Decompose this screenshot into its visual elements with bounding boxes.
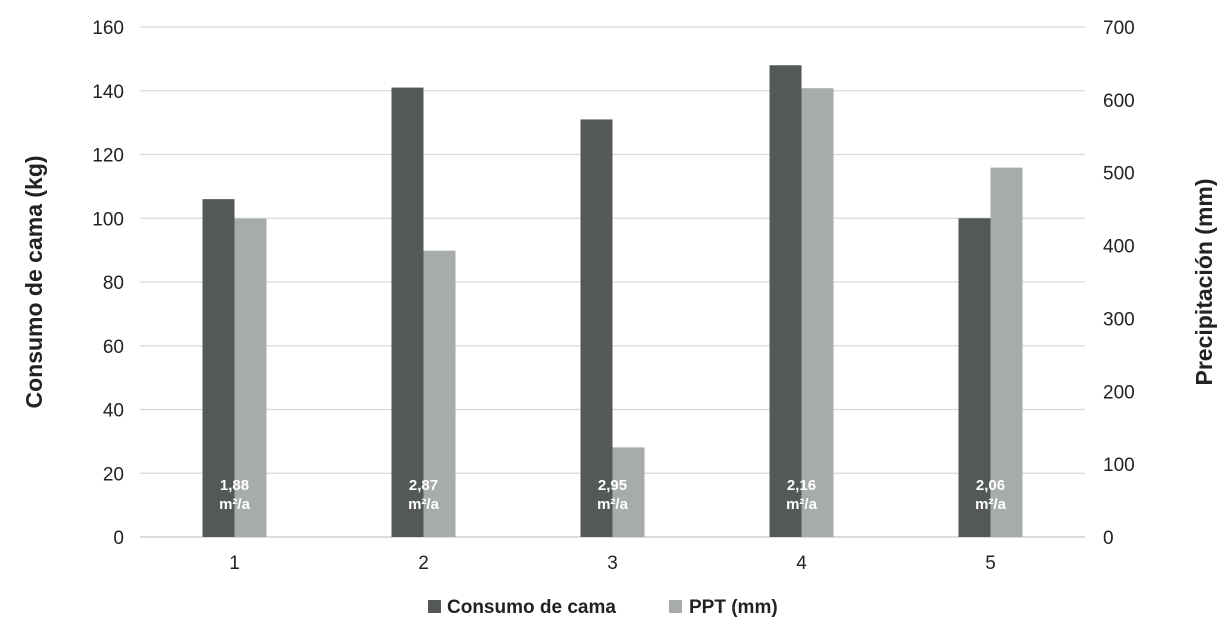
left-axis-ticks: 0 20 40 60 80 100 120 140 160 <box>92 18 124 549</box>
legend: Consumo de cama PPT (mm) <box>428 597 778 618</box>
bar-consumo-de-cama <box>769 65 802 537</box>
data-label-unit: m²/a <box>408 496 440 513</box>
legend-swatch-ppt <box>669 600 682 613</box>
right-tick-label: 0 <box>1103 528 1114 549</box>
left-tick-label: 160 <box>92 18 124 39</box>
left-tick-label: 100 <box>92 209 124 230</box>
left-tick-label: 120 <box>92 146 124 167</box>
right-tick-label: 400 <box>1103 237 1135 258</box>
left-tick-label: 0 <box>113 528 124 549</box>
data-label-unit: m²/a <box>975 496 1007 513</box>
legend-label-ppt: PPT (mm) <box>689 597 778 618</box>
data-labels: 1,88 m²/a 2,87 m²/a 2,95 m²/a 2,16 m²/a 2,06 m²/a <box>219 477 1007 513</box>
bar-ppt <box>612 447 645 537</box>
x-tick-label: 5 <box>985 553 996 574</box>
x-tick-label: 2 <box>418 553 429 574</box>
data-label-unit: m²/a <box>219 496 251 513</box>
left-tick-label: 40 <box>103 401 124 422</box>
data-label-value: 2,06 <box>976 477 1005 494</box>
bar-ppt <box>801 88 834 537</box>
right-tick-label: 700 <box>1103 18 1135 39</box>
left-tick-label: 60 <box>103 337 124 358</box>
bar-ppt <box>990 167 1023 537</box>
bar-consumo-de-cama <box>958 218 991 537</box>
right-axis-title: Precipitación (mm) <box>1191 178 1217 385</box>
left-tick-label: 80 <box>103 273 124 294</box>
right-tick-label: 200 <box>1103 382 1135 403</box>
left-tick-label: 140 <box>92 82 124 103</box>
bar-consumo-de-cama <box>202 199 235 537</box>
data-label-value: 2,95 <box>598 477 627 494</box>
data-label-value: 2,16 <box>787 477 816 494</box>
right-axis-ticks: 0 100 200 300 400 500 600 700 <box>1103 18 1135 549</box>
data-label-unit: m²/a <box>597 496 629 513</box>
bars <box>202 65 1023 537</box>
right-tick-label: 600 <box>1103 91 1135 112</box>
right-tick-label: 300 <box>1103 309 1135 330</box>
x-axis-ticks: 1 2 3 4 5 <box>229 553 996 574</box>
bar-consumo-de-cama <box>391 87 424 537</box>
right-tick-label: 100 <box>1103 455 1135 476</box>
x-tick-label: 3 <box>607 553 618 574</box>
left-tick-label: 20 <box>103 464 124 485</box>
legend-label-consumo-de-cama: Consumo de cama <box>447 597 616 618</box>
bar-consumo-de-cama <box>580 119 613 537</box>
right-tick-label: 500 <box>1103 164 1135 185</box>
bar-ppt <box>234 218 267 537</box>
bar-ppt <box>423 250 456 537</box>
data-label-value: 2,87 <box>409 477 438 494</box>
data-label-value: 1,88 <box>220 477 249 494</box>
left-axis-title: Consumo de cama (kg) <box>21 155 47 408</box>
legend-swatch-consumo-de-cama <box>428 600 441 613</box>
x-tick-label: 4 <box>796 553 807 574</box>
data-label-unit: m²/a <box>786 496 818 513</box>
x-tick-label: 1 <box>229 553 240 574</box>
